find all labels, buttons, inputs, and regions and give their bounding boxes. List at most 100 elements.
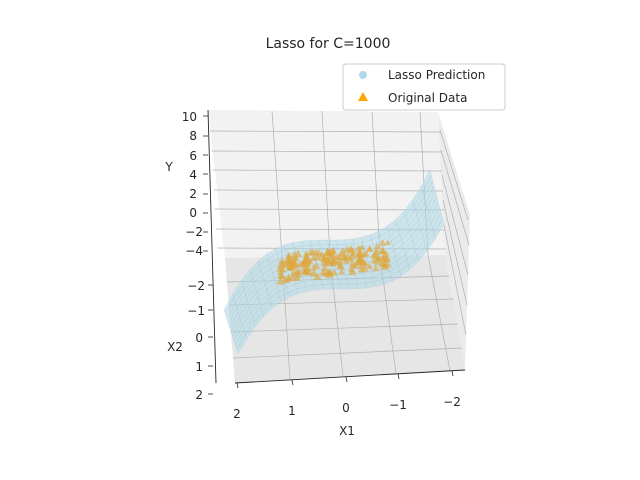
- x2-tick-label: −1: [187, 304, 205, 318]
- x2-tick-label: 1: [195, 360, 203, 374]
- data-point: [373, 242, 381, 250]
- legend-label: Original Data: [388, 91, 467, 105]
- tick-marks: [203, 115, 454, 395]
- surface-patch: [320, 279, 332, 285]
- surface-patch: [329, 279, 340, 285]
- z-tick-label: 6: [189, 149, 197, 163]
- data-point: [302, 267, 310, 275]
- surface-patch: [433, 218, 445, 240]
- x-axis-line: [234, 369, 466, 384]
- back-wall-pane: [208, 110, 445, 258]
- data-point: [289, 268, 298, 277]
- data-point: [343, 258, 350, 265]
- surface-patch: [348, 283, 359, 290]
- z-tick-label: 10: [182, 110, 197, 124]
- legend: Lasso Prediction Original Data: [342, 63, 506, 111]
- x1-tick-mark: [291, 379, 294, 386]
- surface-patch: [338, 279, 349, 285]
- data-point: [276, 277, 285, 285]
- legend-marker-original-data: [358, 92, 368, 101]
- data-point: [276, 264, 284, 272]
- grid-line: [439, 129, 469, 221]
- legend-marker-lasso-prediction: [359, 71, 367, 79]
- data-point: [355, 250, 362, 257]
- x2-tick-label: 0: [195, 331, 203, 345]
- data-point: [300, 263, 309, 271]
- data-point: [310, 264, 317, 271]
- surface-patch: [318, 239, 329, 246]
- grid-line: [321, 110, 331, 257]
- data-point: [357, 256, 366, 264]
- data-point: [336, 262, 345, 270]
- surface-patch: [346, 278, 357, 285]
- data-point: [326, 268, 334, 275]
- x1-tick-mark: [345, 376, 348, 383]
- data-point: [372, 249, 380, 256]
- surface-patch: [312, 279, 323, 286]
- grid-line: [213, 189, 444, 192]
- data-point: [348, 267, 357, 275]
- data-point: [309, 268, 319, 277]
- data-point: [384, 239, 392, 245]
- surface-patch: [313, 284, 324, 291]
- data-point: [290, 258, 298, 266]
- z-tick-label: 4: [189, 168, 197, 182]
- data-point: [295, 267, 303, 274]
- surface-patch: [301, 240, 312, 247]
- x1-axis-label: X1: [339, 424, 355, 438]
- x1-tick-labels: 2 1 0 −1 −2: [233, 395, 461, 421]
- grid-line: [441, 174, 469, 276]
- surface-patch: [339, 283, 350, 290]
- grid-line: [440, 149, 470, 246]
- axis-lines: [207, 109, 466, 384]
- side-wall-pane: [438, 112, 470, 370]
- x2-tick-label: 2: [195, 388, 203, 402]
- z-tick-labels: 10 8 6 4 2 0 −2 −4: [182, 110, 203, 258]
- data-point: [348, 251, 357, 260]
- x2-axis-label: X2: [167, 340, 183, 354]
- x1-tick-label: 2: [233, 407, 241, 421]
- z-tick-label: 8: [189, 129, 197, 143]
- data-point: [366, 262, 374, 269]
- surface-patch: [335, 239, 346, 246]
- original-data-points: [276, 239, 392, 285]
- data-point: [302, 256, 312, 265]
- data-point: [343, 245, 352, 253]
- z-tick-label: 0: [189, 206, 197, 220]
- data-point: [370, 257, 377, 264]
- legend-label: Lasso Prediction: [388, 68, 485, 82]
- data-point: [338, 268, 345, 275]
- data-point: [278, 256, 286, 264]
- grid-line: [211, 150, 442, 153]
- grid-line: [212, 169, 443, 172]
- data-point: [348, 261, 356, 268]
- data-point: [362, 250, 370, 257]
- chart-title: Lasso for C=1000: [266, 36, 391, 52]
- data-point: [329, 256, 338, 264]
- data-point: [372, 264, 380, 272]
- data-point: [325, 258, 334, 267]
- grid-line: [427, 254, 451, 372]
- data-point: [366, 245, 374, 252]
- data-point: [339, 252, 348, 260]
- z-axis-line: [207, 109, 217, 384]
- x1-tick-label: 1: [288, 404, 296, 418]
- z-axis-label: Y: [164, 160, 173, 174]
- x2-tick-label: −2: [187, 279, 205, 293]
- surface-patch: [336, 274, 347, 280]
- data-point: [278, 272, 286, 280]
- data-point: [349, 247, 357, 254]
- data-point: [326, 251, 335, 260]
- surface-patch: [344, 238, 355, 245]
- grid-lines: [210, 110, 470, 380]
- surface-patch: [309, 239, 320, 246]
- grid-line: [230, 323, 459, 333]
- legend-box: [342, 63, 506, 111]
- data-point: [286, 264, 294, 271]
- grid-line: [443, 224, 467, 336]
- x1-tick-mark: [451, 370, 454, 377]
- grid-line: [442, 199, 468, 306]
- surface-patch: [356, 282, 367, 289]
